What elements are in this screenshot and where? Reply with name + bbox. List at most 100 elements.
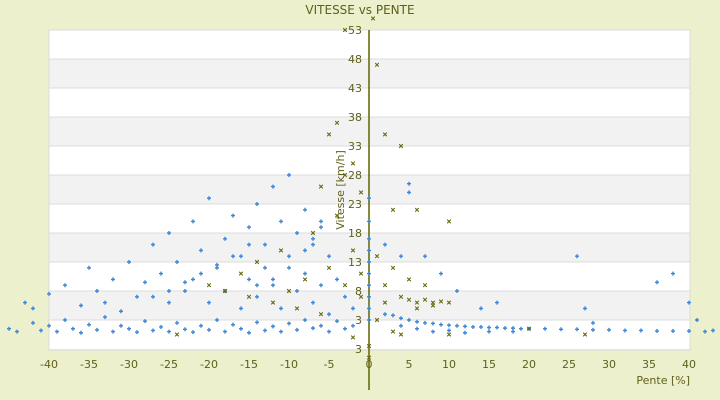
data-point <box>39 328 43 333</box>
data-point <box>366 343 372 349</box>
data-point <box>238 271 244 276</box>
data-point <box>415 326 419 331</box>
data-point <box>247 330 251 335</box>
x-axis-ticks: -40-35-30-25-20-15-10-50510152025303540 <box>40 358 696 371</box>
data-point <box>414 306 420 311</box>
data-point <box>294 306 300 311</box>
data-point <box>247 277 251 282</box>
data-point <box>655 280 659 285</box>
y-tick-label: 18 <box>348 227 362 240</box>
y-tick-label: 3 <box>355 314 362 327</box>
data-point <box>495 300 499 305</box>
y-tick-label: 28 <box>348 169 362 182</box>
data-point <box>303 207 307 212</box>
data-point <box>391 313 395 318</box>
data-point <box>398 143 404 149</box>
data-point <box>318 312 324 317</box>
data-point <box>239 254 243 259</box>
data-point <box>295 327 299 332</box>
data-point <box>511 329 515 334</box>
data-point <box>119 309 123 314</box>
data-point <box>399 316 403 321</box>
data-point <box>174 332 180 337</box>
data-point <box>382 300 388 305</box>
data-point <box>47 323 51 328</box>
data-point <box>390 207 396 212</box>
data-point <box>79 303 83 308</box>
data-point <box>87 265 91 270</box>
data-point <box>270 300 276 305</box>
data-point <box>671 271 675 276</box>
data-point <box>591 327 595 332</box>
data-point <box>367 196 371 201</box>
data-point <box>239 326 243 331</box>
data-point <box>447 323 451 328</box>
data-point <box>191 219 195 224</box>
data-point <box>279 219 283 224</box>
data-point <box>286 288 292 294</box>
data-point <box>143 319 147 324</box>
y-tick-label: 38 <box>348 111 362 124</box>
data-point <box>623 328 627 333</box>
x-tick-label: -35 <box>80 358 98 371</box>
data-point <box>127 260 131 264</box>
data-point <box>175 260 179 264</box>
data-point <box>199 323 203 328</box>
data-point <box>487 325 491 330</box>
data-point <box>206 283 212 288</box>
data-point <box>591 320 595 325</box>
data-point <box>671 329 675 334</box>
data-point <box>271 277 275 282</box>
data-point <box>366 355 372 360</box>
data-point <box>374 317 380 323</box>
y-tick-label: 48 <box>348 53 362 66</box>
data-point <box>463 324 467 329</box>
data-point <box>31 306 35 311</box>
data-point <box>582 332 588 337</box>
data-point <box>151 242 155 247</box>
data-point <box>414 207 420 212</box>
data-point <box>398 332 404 337</box>
data-point <box>319 219 323 224</box>
data-point <box>358 271 364 276</box>
data-point <box>479 324 483 329</box>
data-point <box>367 306 371 311</box>
data-point <box>335 277 339 282</box>
data-point <box>223 329 227 334</box>
data-point <box>231 254 235 259</box>
data-point <box>639 328 643 333</box>
data-point <box>175 320 179 325</box>
data-point <box>167 300 171 305</box>
data-point <box>191 330 195 335</box>
data-point <box>319 323 323 328</box>
data-point <box>263 242 267 247</box>
data-point <box>183 327 187 332</box>
data-point <box>183 280 187 285</box>
data-point <box>526 326 532 331</box>
data-point <box>167 231 171 235</box>
data-point <box>199 271 203 276</box>
chart-title: VITESSE vs PENTE <box>305 3 414 17</box>
x-tick-label: -15 <box>240 358 258 371</box>
data-point <box>222 288 228 294</box>
data-point <box>271 324 275 329</box>
x-tick-label: 20 <box>522 358 536 371</box>
data-point <box>287 254 291 259</box>
x-tick-label: 40 <box>682 358 696 371</box>
data-point <box>295 231 299 235</box>
data-point <box>431 329 435 334</box>
data-point <box>374 62 380 67</box>
data-point <box>543 326 547 331</box>
data-point <box>455 323 459 328</box>
data-point <box>350 248 356 253</box>
data-point <box>367 283 371 288</box>
data-point <box>215 262 219 267</box>
y-tick-label: 8 <box>355 285 362 298</box>
data-point <box>255 202 259 206</box>
data-point <box>127 326 131 331</box>
data-point <box>399 254 403 259</box>
data-point <box>310 230 316 236</box>
data-point <box>151 328 155 333</box>
data-point <box>559 327 563 332</box>
data-point <box>278 248 284 253</box>
